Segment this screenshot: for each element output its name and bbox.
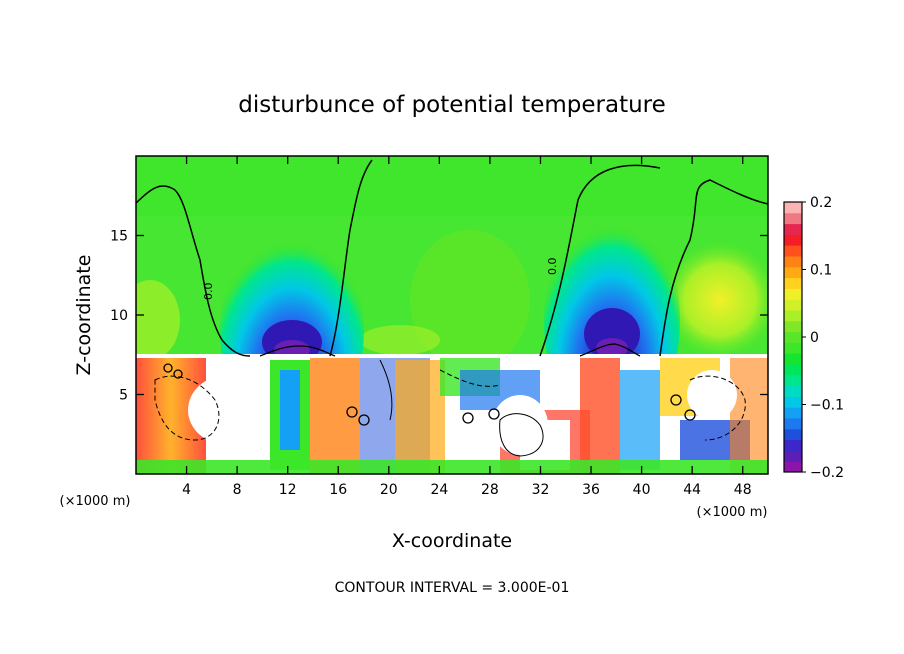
y-axis-ticks: 5 10 15 [110,229,768,404]
colorbar-swatch [784,353,802,365]
y-tick-label: 5 [119,388,128,404]
x-tick-label: 40 [633,482,651,498]
contour-interval-label: CONTOUR INTERVAL = 3.000E-01 [335,580,570,596]
colorbar-swatch [784,212,802,225]
chart-title: disturbunce of potential temperature [238,92,666,118]
colorbar-swatch [784,223,802,235]
colorbar-swatch [784,428,802,441]
x-axis-label: X-coordinate [392,530,512,552]
colorbar-swatch [784,418,802,430]
x-tick-label: 28 [481,482,499,498]
x-tick-label: 44 [683,482,701,498]
x-tick-label: 32 [532,482,550,498]
x-unit-left: (×1000 m) [60,494,131,509]
x-tick-label: 4 [182,482,191,498]
y-tick-label: 10 [110,308,128,324]
colorbar-tick-label: −0.1 [810,398,844,414]
colorbar-swatch [784,202,802,214]
y-tick-label: 15 [110,229,128,245]
x-tick-label: 16 [329,482,347,498]
colorbar-swatch [784,320,802,333]
x-tick-label: 20 [380,482,398,498]
colorbar-tick-label: 0.2 [810,195,832,211]
colorbar-swatch [784,374,802,387]
colorbar-ticks: 0.2 0.1 0 −0.1 −0.2 [802,195,844,481]
colorbar-swatch [784,310,802,322]
colorbar-swatch [784,277,802,289]
colorbar [783,201,803,473]
x-tick-label: 12 [279,482,297,498]
x-unit-right: (×1000 m) [697,505,768,520]
colorbar-swatch [784,364,802,376]
x-tick-label: 8 [233,482,242,498]
plot-area: 0.0 0.0 [136,156,768,474]
y-axis-label: Z-coordinate [73,255,95,376]
contour-label-right: 0.0 [546,258,559,276]
x-axis-ticks: 4 8 12 16 20 24 28 32 36 40 44 48 [182,156,752,498]
x-tick-label: 24 [430,482,448,498]
colorbar-tick-label: −0.2 [810,465,844,481]
contour-line-right [659,179,768,357]
contour-line-left [136,185,251,357]
contour-line-mid [329,159,373,357]
colorbar-swatch [784,450,802,462]
colorbar-swatch [784,256,802,268]
contour-label-left: 0.0 [202,283,215,301]
colorbar-tick-label: 0 [810,330,819,346]
colorbar-swatch [784,288,802,300]
colorbar-swatch [784,439,802,451]
colorbar-swatch [784,245,802,257]
colorbar-swatch [784,407,802,419]
colorbar-swatch [784,234,802,246]
colorbar-swatch [784,396,802,408]
colorbar-swatch [784,385,802,397]
colorbar-swatch [784,342,802,354]
colorbar-tick-label: 0.1 [810,263,832,279]
colorbar-swatch [784,266,802,279]
contour-line-center [539,164,661,357]
colorbar-swatch [784,461,802,473]
colorbar-swatch [784,331,802,343]
x-tick-label: 36 [582,482,600,498]
colorbar-swatch [784,299,802,311]
x-tick-label: 48 [734,482,752,498]
